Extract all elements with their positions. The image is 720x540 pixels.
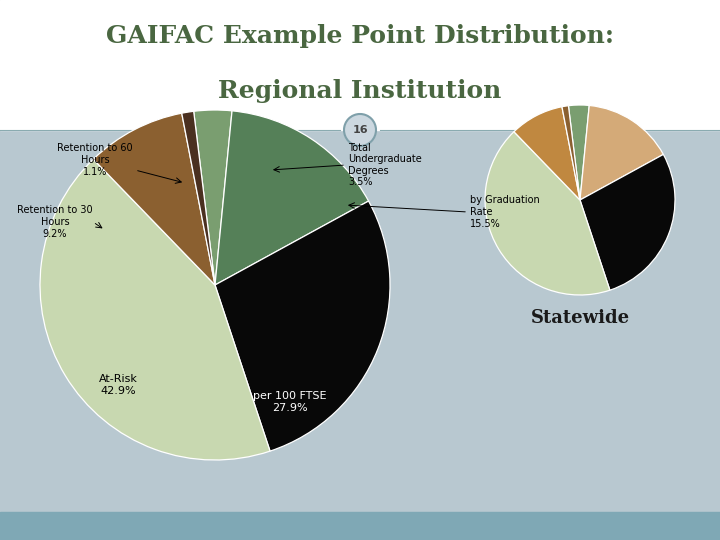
Bar bbox=[0, 512, 720, 540]
Wedge shape bbox=[40, 159, 270, 460]
Wedge shape bbox=[485, 132, 610, 295]
Wedge shape bbox=[94, 113, 215, 285]
Circle shape bbox=[344, 114, 376, 146]
Text: GAIFAC Example Point Distribution:: GAIFAC Example Point Distribution: bbox=[106, 24, 614, 49]
Wedge shape bbox=[215, 201, 390, 451]
Wedge shape bbox=[514, 107, 580, 200]
Text: Retention to 30
Hours
9.2%: Retention to 30 Hours 9.2% bbox=[17, 205, 93, 239]
Wedge shape bbox=[580, 154, 675, 290]
Wedge shape bbox=[580, 105, 663, 200]
Text: by Graduation
Rate
15.5%: by Graduation Rate 15.5% bbox=[470, 195, 540, 228]
Wedge shape bbox=[181, 111, 215, 285]
Wedge shape bbox=[194, 110, 232, 285]
Text: Retention to 60
Hours
1.1%: Retention to 60 Hours 1.1% bbox=[57, 144, 132, 177]
Text: per 100 FTSE
27.9%: per 100 FTSE 27.9% bbox=[253, 391, 327, 413]
Wedge shape bbox=[568, 105, 589, 200]
Text: At-Risk
42.9%: At-Risk 42.9% bbox=[99, 374, 138, 396]
Text: 16: 16 bbox=[352, 125, 368, 135]
Text: Regional Institution: Regional Institution bbox=[218, 79, 502, 103]
Wedge shape bbox=[215, 111, 369, 285]
Text: Statewide: Statewide bbox=[531, 309, 629, 327]
Bar bbox=[0, 0, 720, 130]
Wedge shape bbox=[562, 106, 580, 200]
Text: Total
Undergraduate
Degrees
3.5%: Total Undergraduate Degrees 3.5% bbox=[348, 143, 422, 187]
